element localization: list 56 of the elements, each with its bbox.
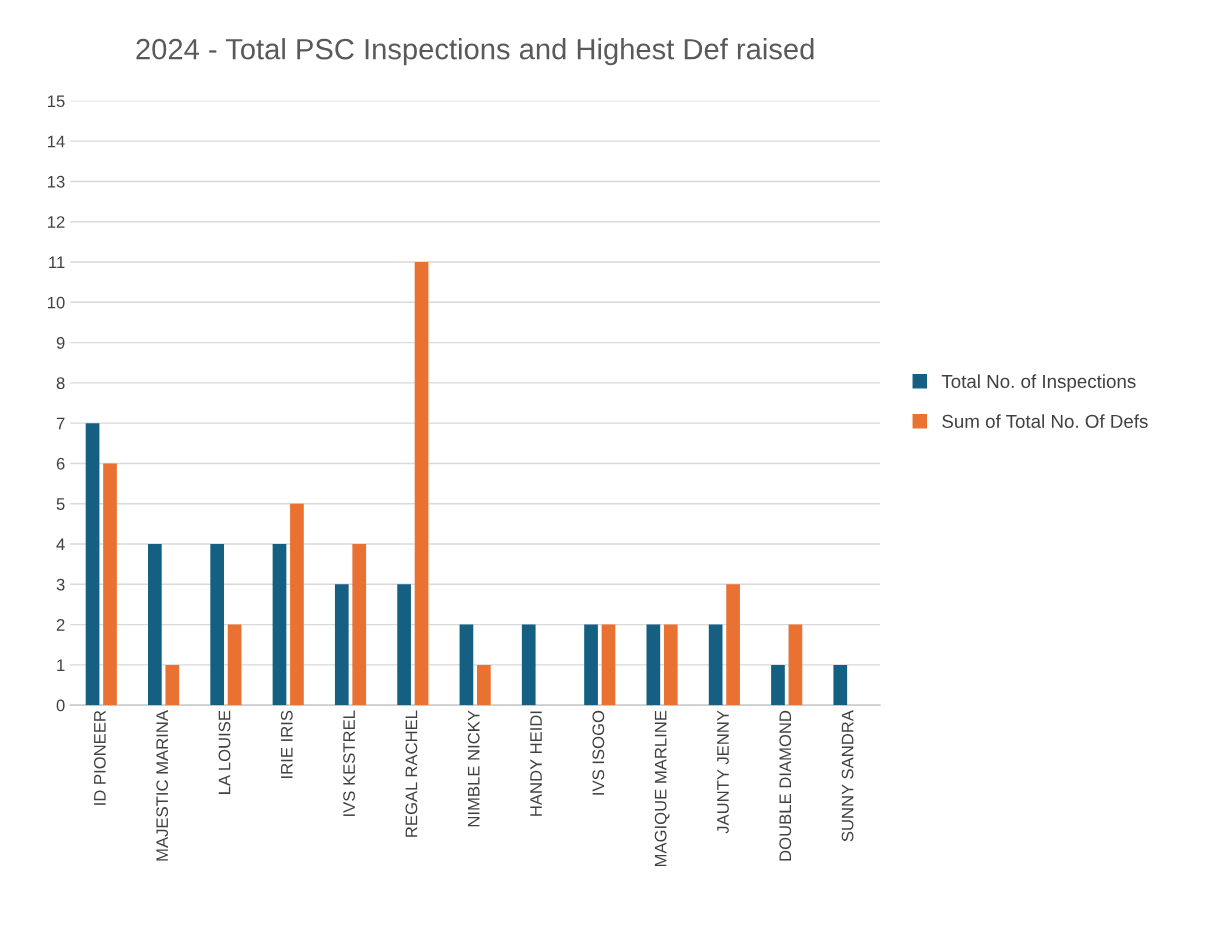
y-tick-label: 1	[57, 659, 65, 671]
bar	[477, 664, 491, 706]
y-tick-label: 15	[48, 95, 65, 108]
bar	[459, 624, 474, 706]
x-tick-label: SUNNY SANDRA	[841, 710, 854, 842]
bar	[210, 544, 225, 706]
y-tick-label: 7	[56, 417, 65, 430]
y-tick-label: 6	[56, 457, 65, 470]
y-tick-label: 11	[49, 256, 65, 269]
bar	[85, 423, 100, 706]
y-tick-label: 10	[48, 296, 65, 309]
y-tick-label: 14	[48, 135, 65, 148]
bar	[521, 624, 536, 706]
y-tick-label: 8	[56, 377, 65, 390]
bar	[771, 664, 785, 706]
bar	[646, 624, 661, 706]
x-tick-label: NIMBLE NICKY	[467, 710, 480, 827]
chart-title: 2024 - Total PSC Inspections and Highest Def raised	[136, 38, 814, 66]
bar	[833, 664, 848, 706]
x-tick-label: DOUBLE DIAMOND	[779, 710, 792, 861]
bar	[334, 584, 349, 706]
bar	[708, 624, 723, 706]
bar	[601, 624, 616, 706]
bar	[397, 584, 411, 706]
y-tick-label: 0	[56, 699, 65, 712]
bar	[726, 584, 740, 706]
y-tick-label: 13	[48, 175, 65, 188]
bar	[148, 544, 162, 706]
y-tick-label: 2	[56, 619, 65, 631]
bar	[414, 262, 429, 706]
bar	[663, 624, 678, 706]
x-tick-label: JAUNTY JENNY	[717, 710, 729, 834]
legend-label: Total No. of Inspections	[941, 374, 1136, 392]
bar	[788, 624, 803, 706]
x-tick-label: REGAL RACHEL	[405, 710, 418, 837]
bar	[584, 624, 598, 706]
x-tick-label: IVS KESTREL	[343, 710, 355, 816]
bar	[352, 544, 367, 706]
x-tick-label: ID PIONEER	[93, 710, 106, 805]
bar	[272, 544, 287, 706]
bar	[290, 503, 304, 706]
y-tick-label: 9	[56, 336, 65, 349]
x-tick-label: IRIE IRIS	[280, 710, 293, 778]
y-tick-label: 3	[56, 578, 65, 591]
x-tick-label: MAGIQUE MARLINE	[654, 710, 670, 867]
bar	[103, 463, 117, 706]
y-tick-label: 12	[48, 216, 65, 228]
bar	[227, 624, 242, 706]
bar	[165, 664, 180, 706]
x-tick-label: MAJESTIC MARINA	[156, 710, 169, 861]
y-tick-label: 4	[56, 538, 65, 551]
x-tick-label: IVS ISOGO	[592, 710, 605, 795]
y-tick-label: 5	[56, 498, 65, 510]
legend-label: Sum of Total No. Of Defs	[942, 414, 1148, 429]
x-tick-label: LA LOUISE	[218, 710, 231, 794]
x-tick-label: HANDY HEIDI	[530, 711, 542, 816]
